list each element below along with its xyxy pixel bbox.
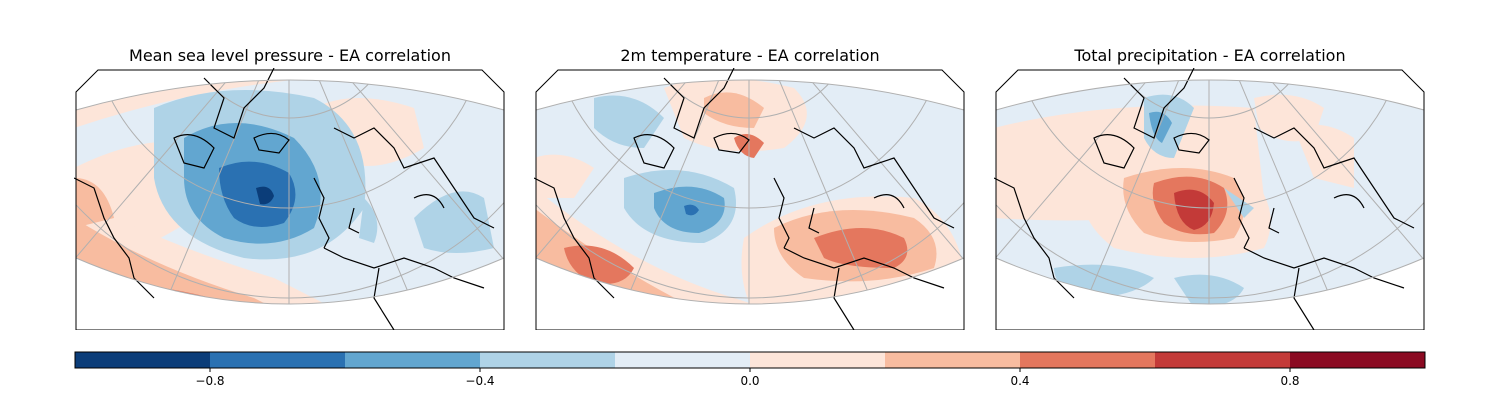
graticule (536, 80, 964, 304)
panel-title-mslp: Mean sea level pressure - EA correlation (129, 46, 451, 65)
colorbar-bin (480, 352, 616, 368)
map-frame (995, 69, 1425, 330)
map-panel-t2m (534, 68, 965, 330)
colorbar-bin (1155, 352, 1291, 368)
map-frame (535, 69, 965, 330)
colorbar-bin (75, 352, 211, 368)
map-frame (75, 69, 505, 330)
field-mslp (76, 80, 504, 304)
panel-title-t2m: 2m temperature - EA correlation (620, 46, 880, 65)
map-panel-precip (994, 68, 1425, 330)
colorbar-bin (885, 352, 1021, 368)
colorbar-bin (615, 352, 751, 368)
colorbar-tick-label: −0.4 (465, 374, 494, 388)
colorbar-ticks: −0.8 −0.4 0.0 0.4 0.8 (195, 368, 1300, 388)
field-t2m (536, 80, 964, 304)
colorbar-tick-label: −0.8 (195, 374, 224, 388)
coastlines (74, 68, 495, 330)
colorbar-bin (750, 352, 886, 368)
field-precip (996, 80, 1424, 304)
colorbar-bin (1290, 352, 1426, 368)
colorbar-bin (1020, 352, 1156, 368)
graticule (996, 80, 1424, 304)
coastlines (534, 68, 955, 330)
colorbar-tick-label: 0.4 (1010, 374, 1029, 388)
colorbar-bin (210, 352, 346, 368)
colorbar: −0.8 −0.4 0.0 0.4 0.8 (74, 351, 1426, 388)
colorbar-swatches (75, 352, 1426, 368)
colorbar-tick-label: 0.8 (1280, 374, 1299, 388)
colorbar-tick-label: 0.0 (740, 374, 759, 388)
graticule (76, 80, 504, 304)
coastlines (994, 68, 1415, 330)
colorbar-bin (345, 352, 481, 368)
panel-title-precip: Total precipitation - EA correlation (1074, 46, 1346, 65)
map-panel-mslp (74, 68, 505, 330)
